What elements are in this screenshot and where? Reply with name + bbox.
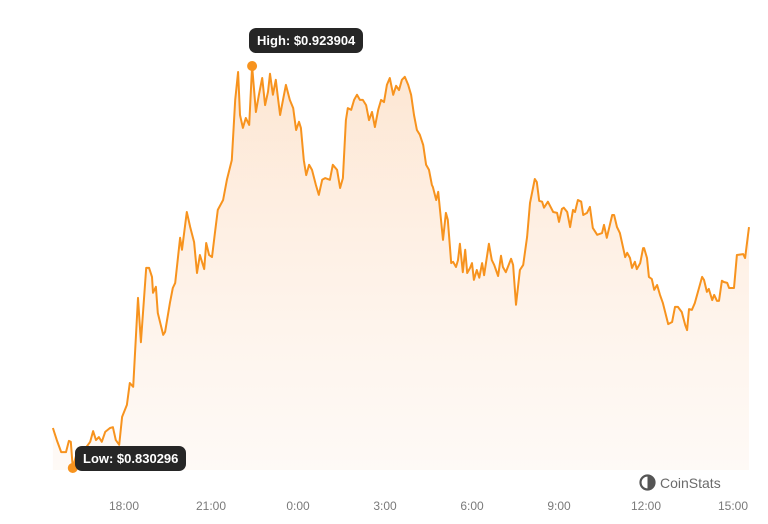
brand-name: CoinStats (660, 474, 721, 491)
x-tick-label: 15:00 (718, 499, 748, 513)
x-tick-label: 18:00 (109, 499, 139, 513)
x-tick-label: 9:00 (547, 499, 571, 513)
x-tick-label: 12:00 (631, 499, 661, 513)
coinstats-watermark: CoinStats (639, 474, 721, 491)
x-tick-label: 6:00 (460, 499, 484, 513)
price-line (51, 65, 750, 469)
x-tick-label: 21:00 (196, 499, 226, 513)
coinstats-logo-icon (639, 474, 656, 491)
high-price-label: High: $0.923904 (249, 28, 364, 53)
price-area-fill (52, 66, 749, 470)
high-point-marker (247, 61, 258, 71)
x-tick-label: 3:00 (373, 499, 397, 513)
x-tick-label: 0:00 (286, 499, 310, 513)
low-price-label: Low: $0.830296 (75, 446, 187, 471)
